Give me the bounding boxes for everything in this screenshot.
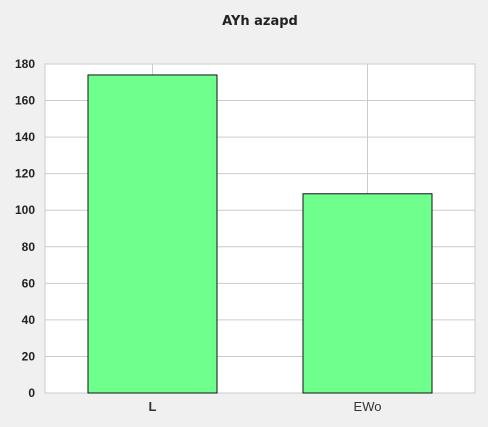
x-tick-label: EWo (354, 399, 382, 414)
y-tick-label: 60 (22, 276, 36, 290)
bar-L (88, 75, 217, 393)
bar-EWo (303, 194, 432, 393)
y-axis-ticks: 0 20 40 60 80 100 120 140 160 180 (15, 57, 35, 400)
x-tick-label: L (149, 399, 157, 414)
y-tick-label: 20 (22, 349, 36, 363)
y-tick-label: 120 (15, 167, 35, 181)
y-tick-label: 40 (22, 313, 36, 327)
chart-title: AYh azapd (222, 14, 298, 29)
y-tick-label: 180 (15, 57, 35, 71)
y-tick-label: 0 (28, 386, 35, 400)
y-tick-label: 140 (15, 130, 35, 144)
x-axis-ticks: L EWo (149, 399, 382, 414)
y-tick-label: 100 (15, 203, 35, 217)
y-tick-label: 160 (15, 94, 35, 108)
y-tick-label: 80 (22, 240, 36, 254)
